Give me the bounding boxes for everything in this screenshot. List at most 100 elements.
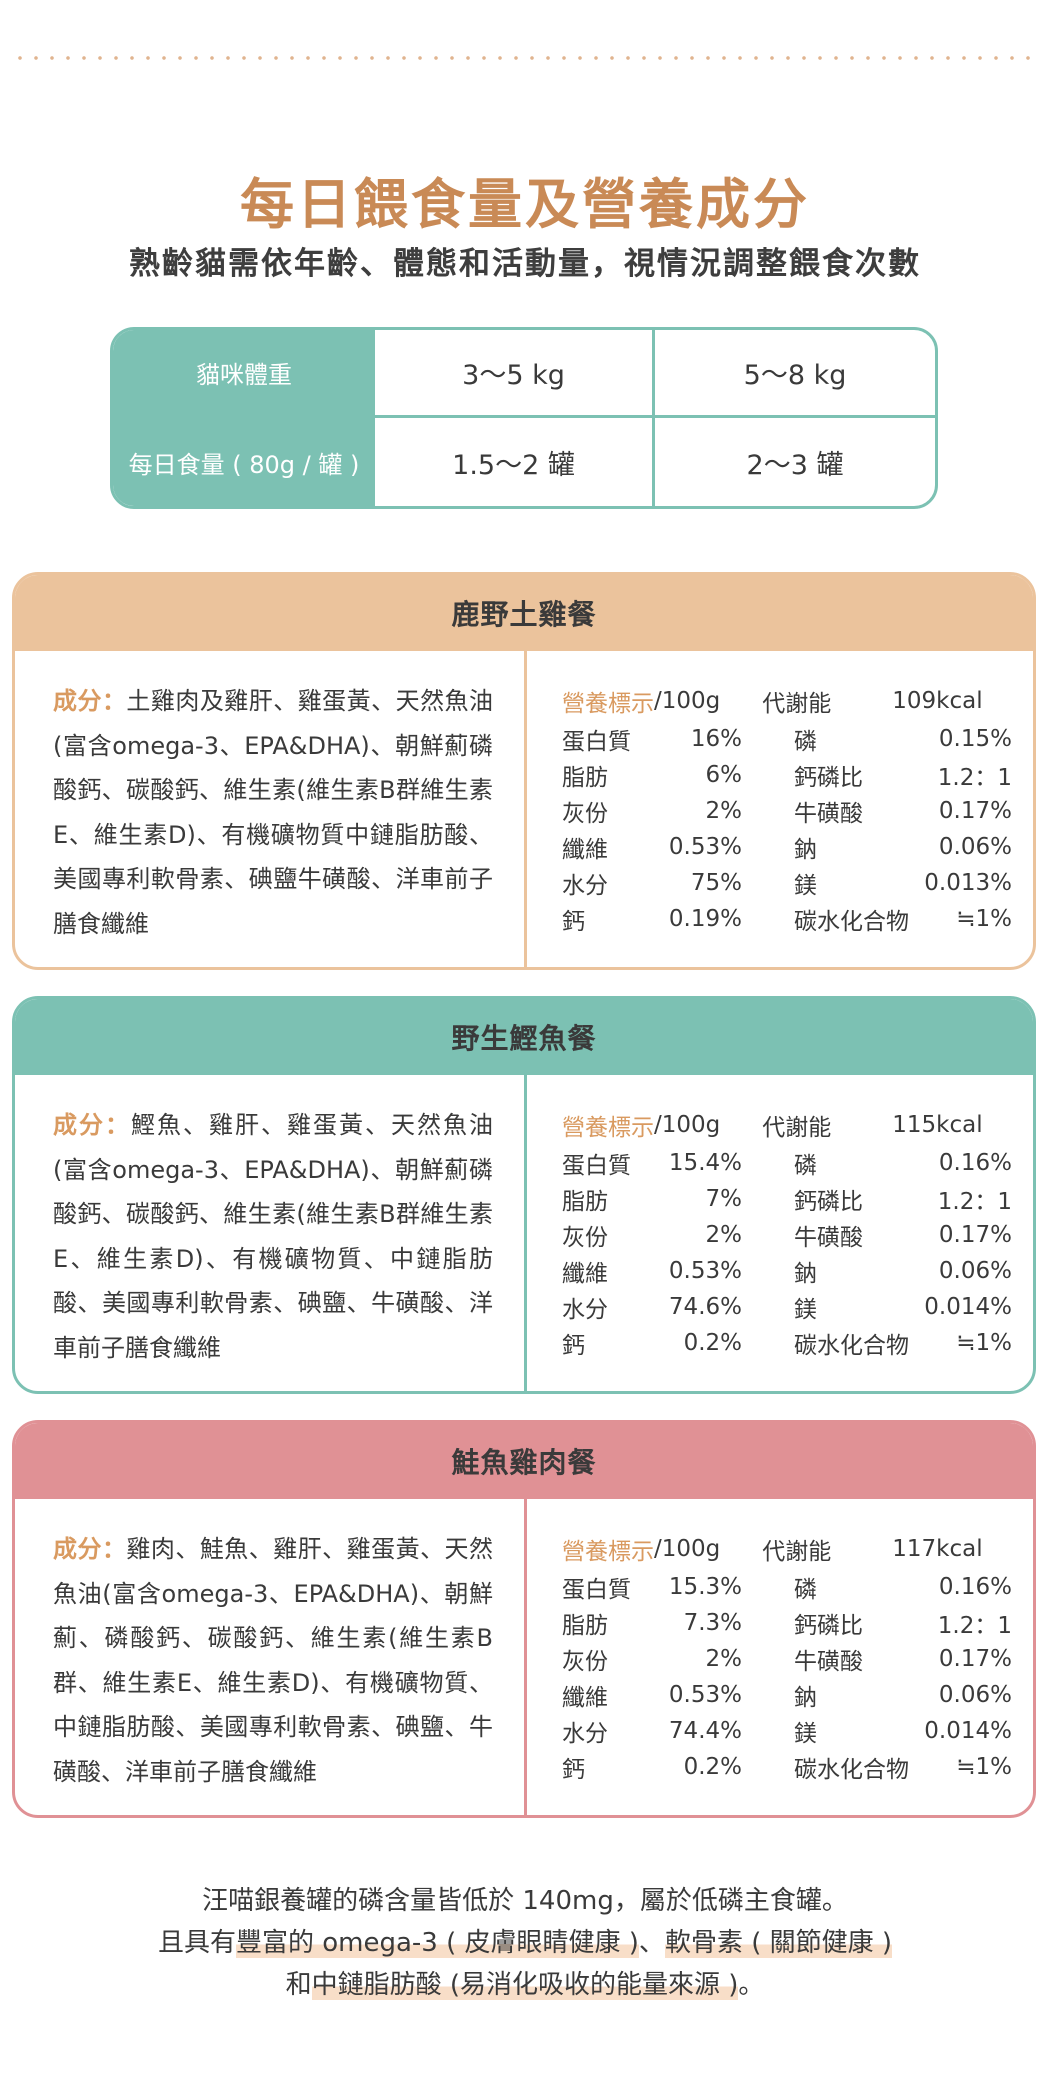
amount-value-1: 1.5～2 罐 xyxy=(375,418,655,506)
nutrient-name: 水分 xyxy=(562,873,608,899)
nutrient-value: 74.4% xyxy=(668,1718,742,1744)
nutrient-name: 磷 xyxy=(794,1577,817,1603)
footer-note: 汪喵銀養罐的磷含量皆低於 140mg，屬於低磷主食罐。 且具有豐富的 omega… xyxy=(0,1880,1050,2006)
nutrition-row: 蛋白質 15.4% 磷 0.16% xyxy=(562,1145,1012,1181)
nutrient-value: ≒1% xyxy=(956,906,1012,932)
nutrition-rows: 蛋白質 15.4% 磷 0.16% 脂肪 7% 鈣磷比 1.2：1 灰份 2% 牛磺酸 0.17% 纖維… xyxy=(562,1145,1012,1361)
nutrient-name: 鎂 xyxy=(794,873,817,899)
footer-text: 和 xyxy=(285,1970,312,2000)
page-subtitle: 熟齡貓需依年齡、體態和活動量，視情況調整餵食次數 xyxy=(129,246,921,282)
nutrient-name: 灰份 xyxy=(562,1225,608,1251)
footer-line-1: 汪喵銀養罐的磷含量皆低於 140mg，屬於低磷主食罐。 xyxy=(202,1886,848,1916)
dotted-divider xyxy=(12,56,1038,60)
nutrition-rows: 蛋白質 15.3% 磷 0.16% 脂肪 7.3% 鈣磷比 1.2：1 灰份 2% 牛磺酸 0.17%… xyxy=(562,1569,1012,1785)
nutrient-name: 磷 xyxy=(794,1153,817,1179)
nutrition-table: 營養標示/100g 代謝能 117kcal 蛋白質 15.3% 磷 0.16% 脂肪 7.… xyxy=(562,1529,1012,1785)
nutrition-header-row: 營養標示/100g 代謝能 117kcal xyxy=(562,1529,1012,1569)
energy-label: 代謝能 xyxy=(762,1539,832,1565)
nutrition-row: 纖維 0.53% 鈉 0.06% xyxy=(562,1253,1012,1289)
nutrient-value: 0.53% xyxy=(668,834,742,860)
nutrition-row: 灰份 2% 牛磺酸 0.17% xyxy=(562,1217,1012,1253)
nutrition-rows: 蛋白質 16% 磷 0.15% 脂肪 6% 鈣磷比 1.2：1 灰份 2% 牛磺酸 0.17% 纖維 0.… xyxy=(562,721,1012,937)
nutrient-value: 15.3% xyxy=(668,1574,742,1600)
amount-value-2: 2～3 罐 xyxy=(746,449,844,481)
nutrient-name: 碳水化合物 xyxy=(794,1757,909,1783)
footer-text: 且具有 xyxy=(157,1928,236,1958)
nutrition-row: 脂肪 7.3% 鈣磷比 1.2：1 xyxy=(562,1605,1012,1641)
nutrient-name: 牛磺酸 xyxy=(794,1225,863,1251)
nutrient-name: 牛磺酸 xyxy=(794,801,863,827)
energy-value: 115kcal xyxy=(892,1112,983,1138)
nutrition-row: 鈣 0.2% 碳水化合物 ≒1% xyxy=(562,1749,1012,1785)
nutrient-value: 0.17% xyxy=(938,1646,1012,1672)
nutrition-header-row: 營養標示/100g 代謝能 115kcal xyxy=(562,1105,1012,1145)
nutrient-name: 水分 xyxy=(562,1721,608,1747)
nutrition-row: 纖維 0.53% 鈉 0.06% xyxy=(562,1677,1012,1713)
nutrient-name: 纖維 xyxy=(562,837,608,863)
nutrient-name: 牛磺酸 xyxy=(794,1649,863,1675)
nutrient-value: 0.2% xyxy=(683,1754,742,1780)
nutrient-value: 0.19% xyxy=(668,906,742,932)
nutrition-label: 營養標示 xyxy=(562,1539,654,1565)
weight-label: 貓咪體重 xyxy=(113,330,375,418)
nutrient-name: 脂肪 xyxy=(562,765,608,791)
card-divider xyxy=(524,1075,527,1391)
nutrient-name: 灰份 xyxy=(562,801,608,827)
energy-label: 代謝能 xyxy=(762,691,832,717)
ingredients-label: 成分： xyxy=(53,687,127,715)
nutrition-label: 營養標示 xyxy=(562,691,654,717)
product-card-salmon: 鮭魚雞肉餐 成分：雞肉、鮭魚、雞肝、雞蛋黃、天然魚油(富含omega-3、EPA… xyxy=(12,1420,1036,1818)
nutrient-value: 0.17% xyxy=(938,1222,1012,1248)
nutrient-value: 0.013% xyxy=(924,870,1012,896)
nutrient-name: 鈣 xyxy=(562,1757,585,1783)
card-divider xyxy=(524,651,527,967)
nutrient-name: 鈣磷比 xyxy=(794,765,863,791)
product-name: 鮭魚雞肉餐 xyxy=(15,1423,1033,1499)
nutrient-value: 0.53% xyxy=(668,1258,742,1284)
nutrition-table: 營養標示/100g 代謝能 115kcal 蛋白質 15.4% 磷 0.16% 脂肪 7%… xyxy=(562,1105,1012,1361)
nutrition-row: 鈣 0.2% 碳水化合物 ≒1% xyxy=(562,1325,1012,1361)
nutrition-row: 水分 74.4% 鎂 0.014% xyxy=(562,1713,1012,1749)
nutrient-name: 脂肪 xyxy=(562,1613,608,1639)
nutrient-value: 0.2% xyxy=(683,1330,742,1356)
product-name: 野生鰹魚餐 xyxy=(15,999,1033,1075)
nutrition-row: 蛋白質 15.3% 磷 0.16% xyxy=(562,1569,1012,1605)
ingredients: 成分：土雞肉及雞肝、雞蛋黃、天然魚油(富含omega-3、EPA&DHA)、朝鮮… xyxy=(53,679,493,946)
footer-highlight: 中鏈脂肪酸 (易消化吸收的能量來源 ) xyxy=(311,1970,739,2000)
nutrient-name: 纖維 xyxy=(562,1685,608,1711)
ingredients: 成分：鰹魚、雞肝、雞蛋黃、天然魚油(富含omega-3、EPA&DHA)、朝鮮薊… xyxy=(53,1103,493,1370)
nutrient-value: 0.06% xyxy=(938,834,1012,860)
nutrition-row: 蛋白質 16% 磷 0.15% xyxy=(562,721,1012,757)
footer-line-3: 和中鏈脂肪酸 (易消化吸收的能量來源 )。 xyxy=(0,1964,1050,2006)
footer-line-2: 且具有豐富的 omega-3 ( 皮膚眼睛健康 )、軟骨素 ( 關節健康 ) xyxy=(0,1922,1050,1964)
nutrient-name: 蛋白質 xyxy=(562,729,631,755)
nutrient-value: 7.3% xyxy=(683,1610,742,1636)
nutrient-name: 磷 xyxy=(794,729,817,755)
product-name: 鹿野土雞餐 xyxy=(15,575,1033,651)
nutrient-value: 6% xyxy=(705,762,743,788)
nutrient-name: 蛋白質 xyxy=(562,1153,631,1179)
footer-highlight: 軟骨素 ( 關節健康 ) xyxy=(664,1928,893,1958)
footer-highlight: 豐富的 omega-3 ( 皮膚眼睛健康 ) xyxy=(235,1928,639,1958)
nutrient-value: 74.6% xyxy=(668,1294,742,1320)
nutrient-value: 1.2：1 xyxy=(937,1189,1012,1215)
nutrition-row: 灰份 2% 牛磺酸 0.17% xyxy=(562,1641,1012,1677)
nutrition-row: 脂肪 6% 鈣磷比 1.2：1 xyxy=(562,757,1012,793)
nutrient-name: 鈉 xyxy=(794,837,817,863)
nutrient-value: 15.4% xyxy=(668,1150,742,1176)
ingredients-label: 成分： xyxy=(53,1111,131,1139)
nutrition-header-row: 營養標示/100g 代謝能 109kcal xyxy=(562,681,1012,721)
nutrient-value: 16% xyxy=(690,726,742,752)
ingredients: 成分：雞肉、鮭魚、雞肝、雞蛋黃、天然魚油(富含omega-3、EPA&DHA)、… xyxy=(53,1527,493,1794)
ingredients-text: 鰹魚、雞肝、雞蛋黃、天然魚油(富含omega-3、EPA&DHA)、朝鮮薊磷酸鈣… xyxy=(53,1111,493,1362)
ingredients-label: 成分： xyxy=(53,1535,127,1563)
amount-label: 每日食量 ( 80g / 罐 ) xyxy=(113,418,375,506)
nutrient-value: 2% xyxy=(705,1222,743,1248)
nutrient-value: ≒1% xyxy=(956,1330,1012,1356)
nutrient-name: 灰份 xyxy=(562,1649,608,1675)
ingredients-text: 雞肉、鮭魚、雞肝、雞蛋黃、天然魚油(富含omega-3、EPA&DHA)、朝鮮薊… xyxy=(53,1535,494,1786)
nutrition-row: 鈣 0.19% 碳水化合物 ≒1% xyxy=(562,901,1012,937)
nutrient-name: 鈉 xyxy=(794,1685,817,1711)
nutrient-value: 1.2：1 xyxy=(937,765,1012,791)
energy-value: 109kcal xyxy=(892,688,983,714)
